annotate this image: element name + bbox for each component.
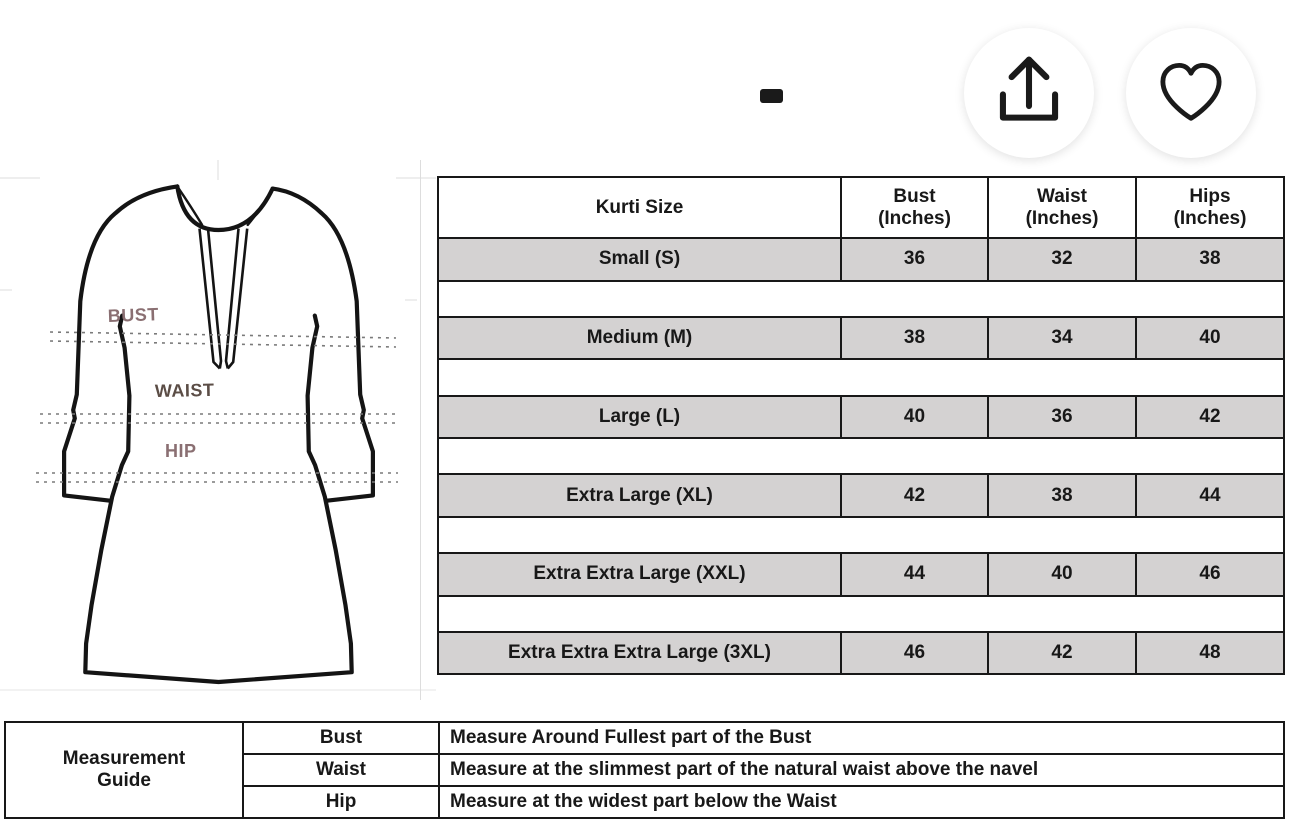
svg-text:BUST: BUST xyxy=(107,304,159,326)
svg-text:HIP: HIP xyxy=(165,441,197,461)
svg-text:WAIST: WAIST xyxy=(155,380,215,401)
